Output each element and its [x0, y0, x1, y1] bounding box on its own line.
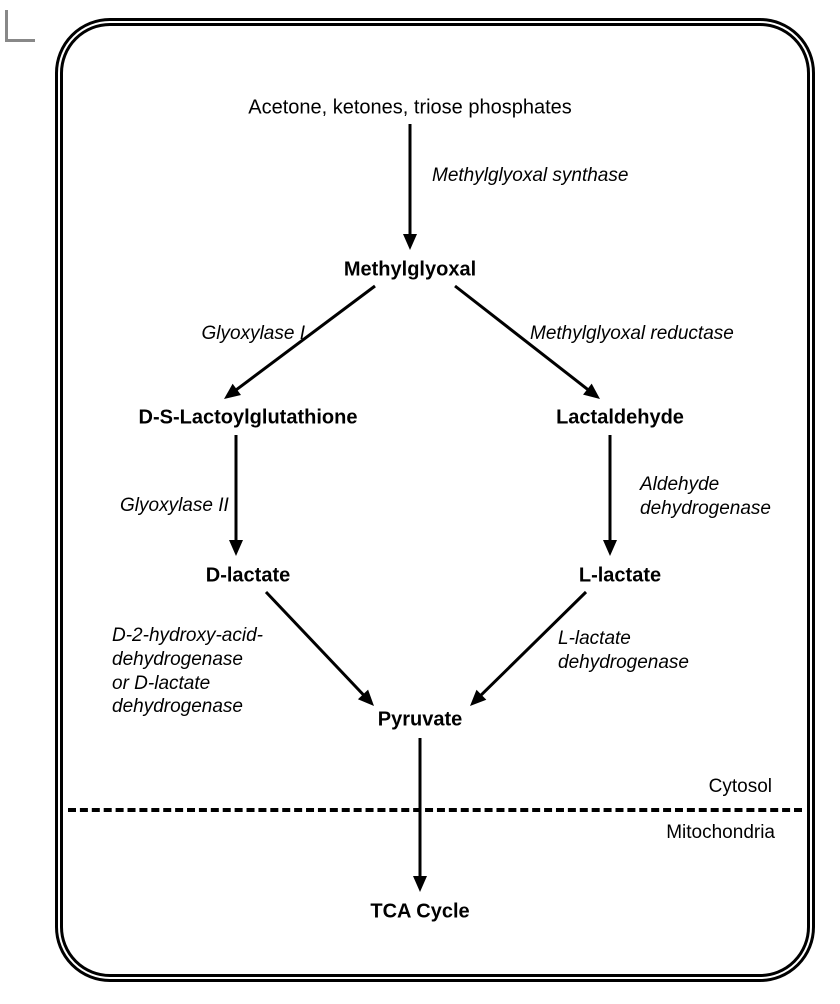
arrowhead-lact-to-llac: [603, 540, 617, 556]
label-methylglyoxal-synthase: Methylglyoxal synthase: [432, 164, 628, 188]
node-pyruvate: Pyruvate: [378, 709, 463, 732]
label-mitochondria: Mitochondria: [666, 822, 775, 844]
arrowhead-pyr-to-tca: [413, 876, 427, 892]
label-glyoxylase-i: Glyoxylase I: [202, 322, 305, 346]
label-l-lactate-dehydrogenase: L-lactate dehydrogenase: [558, 627, 689, 675]
node-methylglyoxal: Methylglyoxal: [344, 259, 476, 282]
node-start: Acetone, ketones, triose phosphates: [248, 97, 572, 120]
node-lactaldehyde: Lactaldehyde: [556, 407, 684, 430]
membrane-dashed-line: [68, 808, 802, 812]
node-tca-cycle: TCA Cycle: [370, 901, 469, 924]
edge-dlac-to-pyr: [266, 592, 365, 696]
arrowhead-dslg-to-dlac: [229, 540, 243, 556]
label-methylglyoxal-reductase: Methylglyoxal reductase: [530, 322, 734, 346]
node-d-s-lactoylglutathione: D-S-Lactoylglutathione: [139, 407, 358, 430]
label-d2h-or-d-lactate-dehydrogenase: D-2-hydroxy-acid- dehydrogenase or D-lac…: [112, 624, 263, 719]
node-l-lactate: L-lactate: [579, 565, 661, 588]
label-aldehyde-dehydrogenase: Aldehyde dehydrogenase: [640, 473, 771, 521]
diagram-stage: Acetone, ketones, triose phosphates Meth…: [0, 0, 840, 1004]
node-d-lactate: D-lactate: [206, 565, 290, 588]
arrowhead-start-to-mgo: [403, 234, 417, 250]
label-cytosol: Cytosol: [709, 776, 772, 798]
label-glyoxylase-ii: Glyoxylase II: [120, 494, 229, 518]
arrowhead-mgo-to-dslg: [224, 384, 241, 399]
